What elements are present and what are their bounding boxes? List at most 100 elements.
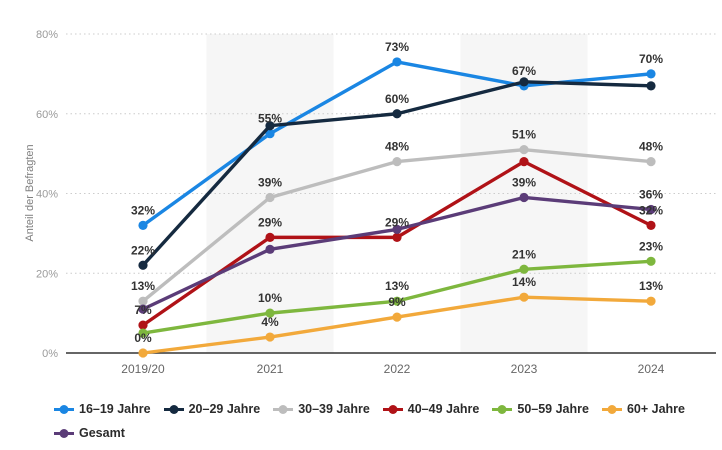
- data-labels: 32% 55% 73% 67% 70% 22% 60% 13% 39% 48% 51% 48% 7% 29…: [131, 40, 663, 345]
- x-axis-labels: 2019/20 2021 2022 2023 2024: [121, 362, 664, 376]
- data-point-label: 67%: [512, 64, 536, 78]
- y-axis-title: Anteil der Befragten: [24, 144, 36, 241]
- legend-marker-icon: [273, 405, 294, 414]
- data-point-label: 0%: [134, 331, 152, 345]
- legend-marker-icon: [382, 405, 403, 414]
- data-point[interactable]: [392, 109, 402, 119]
- data-point[interactable]: [138, 348, 148, 358]
- data-point[interactable]: [646, 69, 656, 79]
- legend-marker-icon: [601, 405, 622, 414]
- data-point[interactable]: [138, 328, 148, 338]
- data-point[interactable]: [519, 192, 529, 203]
- data-point-label: 55%: [258, 112, 282, 126]
- data-point[interactable]: [519, 157, 529, 167]
- data-point-label: 70%: [639, 52, 663, 66]
- data-point[interactable]: [392, 312, 402, 322]
- data-point[interactable]: [646, 204, 656, 215]
- data-point[interactable]: [138, 220, 148, 230]
- x-axis-label: 2024: [638, 362, 665, 376]
- data-point-label: 13%: [639, 279, 663, 293]
- data-point-label: 7%: [134, 303, 152, 317]
- legend-label: 40–49 Jahre: [407, 402, 480, 416]
- data-point-label: 9%: [388, 295, 406, 309]
- data-point-label: 73%: [385, 40, 409, 54]
- data-point-label: 51%: [512, 128, 536, 142]
- series-lines: [138, 57, 656, 358]
- legend-label: 30–39 Jahre: [298, 402, 370, 416]
- data-point[interactable]: [138, 320, 148, 330]
- legend-item[interactable]: 60+ Jahre: [601, 402, 686, 417]
- legend-item[interactable]: 50–59 Jahre: [492, 402, 589, 417]
- legend-label: 60+ Jahre: [626, 402, 686, 416]
- data-point[interactable]: [392, 157, 402, 167]
- legend-label: 50–59 Jahre: [517, 402, 589, 416]
- data-point[interactable]: [646, 81, 656, 91]
- x-axis-label: 2019/20: [121, 362, 165, 376]
- data-point[interactable]: [646, 157, 656, 167]
- data-point-label: 22%: [131, 243, 155, 257]
- axis-ticks: 0% 20% 40% 60% 80%: [36, 29, 58, 360]
- y-tick-label: 40%: [36, 189, 58, 201]
- x-axis-label: 2023: [511, 362, 538, 376]
- data-point[interactable]: [138, 304, 148, 314]
- data-point-label: 13%: [131, 279, 155, 293]
- y-tick-label: 80%: [36, 29, 58, 41]
- data-point[interactable]: [265, 308, 275, 318]
- data-point-label: 23%: [639, 239, 663, 253]
- data-point[interactable]: [392, 232, 402, 242]
- data-point[interactable]: [265, 121, 275, 131]
- data-point-label: 32%: [131, 203, 155, 217]
- data-point[interactable]: [265, 244, 275, 254]
- data-point[interactable]: [265, 192, 275, 203]
- data-point-label: 60%: [385, 92, 409, 106]
- legend-marker-icon: [492, 405, 513, 414]
- legend-item[interactable]: 16–19 Jahre: [54, 402, 151, 417]
- data-point-label: 21%: [512, 247, 536, 261]
- y-tick-label: 60%: [36, 109, 58, 121]
- data-point[interactable]: [265, 232, 275, 242]
- data-point-label: 4%: [261, 315, 279, 329]
- data-point-label: 29%: [258, 215, 282, 229]
- legend-label: 16–19 Jahre: [79, 402, 151, 416]
- data-point[interactable]: [519, 264, 529, 274]
- data-point[interactable]: [392, 57, 402, 67]
- data-point[interactable]: [646, 296, 656, 306]
- data-point-label: 29%: [385, 215, 409, 229]
- data-point-label: 39%: [512, 175, 536, 189]
- legend-item[interactable]: Gesamt: [54, 426, 125, 441]
- y-tick-label: 0%: [42, 348, 58, 360]
- data-point[interactable]: [392, 296, 402, 306]
- data-point-label: 32%: [639, 203, 663, 217]
- line-chart-canvas: 32% 55% 73% 67% 70% 22% 60% 13% 39% 48% 51% 48% 7% 29…: [24, 29, 716, 376]
- data-point[interactable]: [265, 332, 275, 342]
- data-point-label: 14%: [512, 275, 536, 289]
- x-axis-label: 2021: [257, 362, 284, 376]
- data-point[interactable]: [392, 224, 402, 234]
- data-point[interactable]: [646, 220, 656, 230]
- data-point[interactable]: [519, 292, 529, 302]
- data-point[interactable]: [519, 77, 529, 87]
- data-point-label: 13%: [385, 279, 409, 293]
- x-axis-label: 2022: [384, 362, 411, 376]
- chart-legend: 16–19 Jahre 20–29 Jahre 30–39 Jahre 40–49 J…: [54, 402, 716, 450]
- data-point-label: 48%: [639, 140, 663, 154]
- legend-label: 20–29 Jahre: [188, 402, 261, 416]
- data-point-label: 36%: [639, 187, 663, 201]
- data-point[interactable]: [265, 129, 275, 139]
- legend-item[interactable]: 20–29 Jahre: [163, 402, 261, 417]
- legend-item[interactable]: 40–49 Jahre: [382, 402, 480, 417]
- data-point-label: 48%: [385, 140, 409, 154]
- legend-label: Gesamt: [79, 426, 125, 440]
- y-tick-label: 20%: [36, 268, 58, 280]
- data-point[interactable]: [519, 145, 529, 155]
- data-point[interactable]: [138, 260, 148, 270]
- legend-marker-icon: [163, 405, 184, 414]
- data-point-label: 10%: [258, 291, 282, 305]
- data-point[interactable]: [646, 256, 656, 266]
- legend-marker-icon: [54, 429, 74, 438]
- legend-marker-icon: [54, 405, 74, 414]
- legend-item[interactable]: 30–39 Jahre: [273, 402, 370, 417]
- data-point-label: 39%: [258, 175, 282, 189]
- data-point[interactable]: [138, 296, 148, 306]
